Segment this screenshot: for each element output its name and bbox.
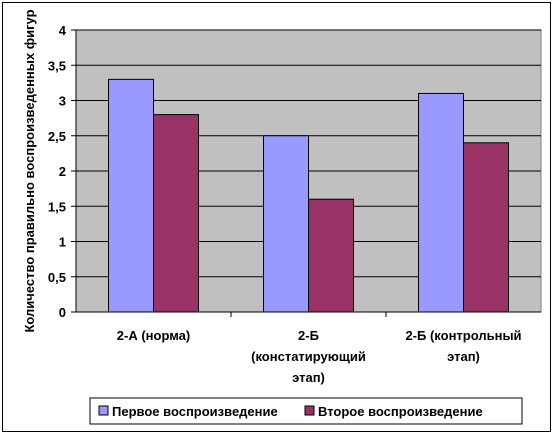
x-category-label: 2-Б (контрольный xyxy=(405,328,521,343)
bar[interactable] xyxy=(308,198,354,313)
y-tick-label: 1 xyxy=(59,235,66,250)
x-category-label: (констатирующий xyxy=(251,349,366,364)
legend-label: Первое воспроизведение xyxy=(112,404,278,419)
bar[interactable] xyxy=(263,135,309,313)
bar[interactable] xyxy=(463,142,509,313)
y-tick-label: 1,5 xyxy=(48,199,66,214)
y-tick-label: 0 xyxy=(59,305,66,320)
legend-swatch xyxy=(304,405,315,416)
bar[interactable] xyxy=(108,78,154,313)
y-tick-label: 0,5 xyxy=(48,270,66,285)
x-category-label: этап) xyxy=(292,370,325,385)
bar[interactable] xyxy=(153,114,199,313)
legend-swatch xyxy=(98,405,109,416)
x-category-label: 2-А (норма) xyxy=(117,328,190,343)
y-tick-label: 3,5 xyxy=(48,58,66,73)
y-tick-label: 2 xyxy=(59,164,66,179)
x-category-label: этап) xyxy=(447,349,480,364)
y-tick-label: 4 xyxy=(59,23,67,38)
y-tick-label: 2,5 xyxy=(48,129,66,144)
y-tick-label: 3 xyxy=(59,94,66,109)
y-axis-title: Количество правильно воспроизведенных фи… xyxy=(22,9,37,332)
bar[interactable] xyxy=(418,92,464,313)
x-category-label: 2-Б xyxy=(298,328,319,343)
legend-label: Второе воспроизведение xyxy=(318,404,483,419)
